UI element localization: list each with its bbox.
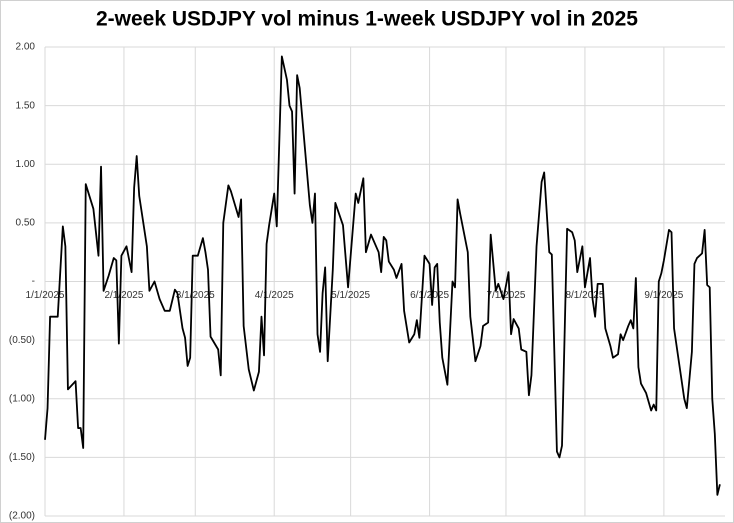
x-tick-label: 3/1/2025 bbox=[176, 290, 215, 301]
y-tick-label: 1.00 bbox=[16, 159, 36, 170]
y-tick-label: (1.00) bbox=[9, 393, 35, 404]
x-tick-label: 1/1/2025 bbox=[26, 290, 65, 301]
y-tick-label: (0.50) bbox=[9, 335, 35, 346]
x-tick-label: 8/1/2025 bbox=[565, 290, 604, 301]
y-tick-label: 2.00 bbox=[16, 42, 36, 53]
chart-title: 2-week USDJPY vol minus 1-week USDJPY vo… bbox=[96, 8, 638, 31]
y-tick-label: (1.50) bbox=[9, 452, 35, 463]
y-tick-label: 1.50 bbox=[16, 100, 36, 111]
x-tick-label: 2/1/2025 bbox=[104, 290, 143, 301]
y-tick-label: (2.00) bbox=[9, 511, 35, 522]
y-tick-label: 0.50 bbox=[16, 218, 36, 229]
x-tick-label: 5/1/2025 bbox=[331, 290, 370, 301]
x-tick-label: 7/1/2025 bbox=[487, 290, 526, 301]
y-tick-label: - bbox=[32, 276, 35, 287]
x-tick-label: 9/1/2025 bbox=[644, 290, 683, 301]
x-tick-label: 4/1/2025 bbox=[255, 290, 294, 301]
data-line bbox=[44, 55, 721, 496]
x-tick-label: 6/1/2025 bbox=[410, 290, 449, 301]
